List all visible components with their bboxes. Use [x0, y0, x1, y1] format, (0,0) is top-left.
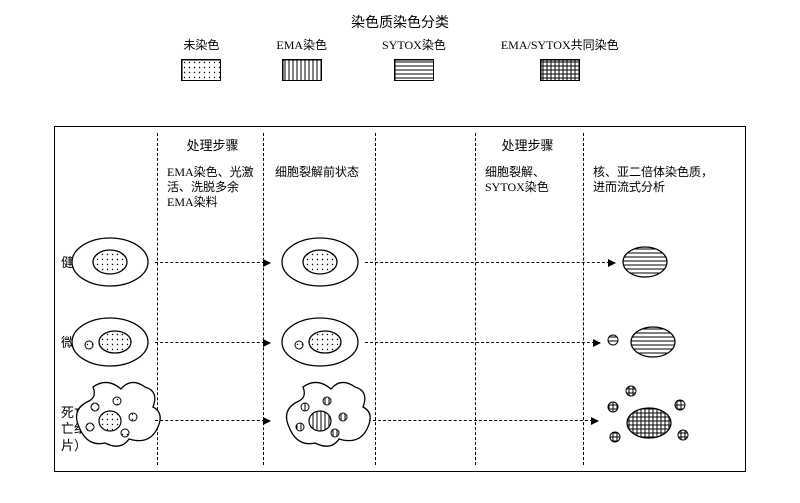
cells-svg [55, 127, 747, 473]
legend-swatch-ema [282, 59, 322, 81]
arrow-r1-a1 [155, 262, 270, 263]
legend-label-3: EMA/SYTOX共同染色 [501, 36, 619, 53]
legend-item-2: SYTOX染色 [382, 36, 446, 81]
arrow-r1-a2 [365, 262, 615, 263]
legend-swatch-sytox [394, 59, 434, 81]
arrow-r2-a2 [365, 342, 600, 343]
legend-label-0: 未染色 [183, 36, 219, 53]
cell-r3-result [608, 386, 688, 442]
cell-r3-c3 [287, 382, 371, 446]
cell-r2-c1 [72, 318, 148, 366]
legend-swatch-unstained [181, 59, 221, 81]
legend-item-0: 未染色 [181, 36, 221, 81]
diagram-box: 处理步骤 处理步骤 EMA染色、光激活、洗脱多余EMA染料 细胞裂解前状态 细胞… [54, 126, 746, 472]
legend-swatch-both [540, 59, 580, 81]
arrow-r3-a2 [373, 420, 598, 421]
legend-item-1: EMA染色 [276, 36, 327, 81]
cell-r2-result [608, 327, 675, 357]
cell-r1-result [623, 247, 667, 277]
cell-r3-c1 [77, 382, 161, 446]
arrow-r3-a1 [155, 420, 270, 421]
legend-label-2: SYTOX染色 [382, 36, 446, 53]
cell-r1-c3 [282, 238, 358, 286]
legend-label-1: EMA染色 [276, 36, 327, 53]
legend-item-3: EMA/SYTOX共同染色 [501, 36, 619, 81]
arrow-r2-a1 [155, 342, 270, 343]
cell-r2-c3 [282, 318, 358, 366]
cell-r1-c1 [72, 238, 148, 286]
legend-title: 染色质染色分类 [0, 12, 800, 32]
legend-row: 未染色 EMA染色 SYTOX染色 EMA/SYTOX共同染色 [0, 36, 800, 81]
